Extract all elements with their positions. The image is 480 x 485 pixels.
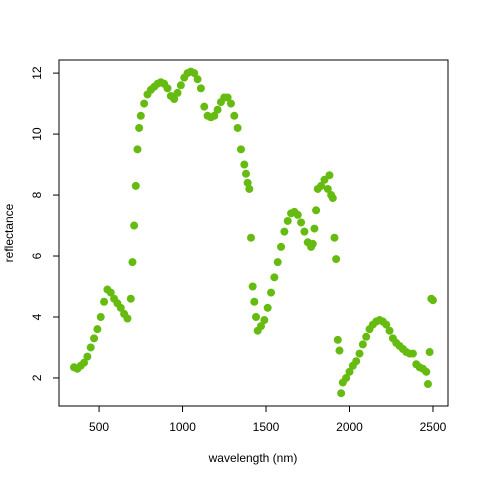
point (300, 227, 309, 236)
x-tick-label: 500 (89, 420, 109, 434)
point (352, 357, 361, 366)
point (425, 348, 434, 357)
point (100, 297, 109, 306)
point (176, 81, 185, 90)
point (196, 84, 205, 93)
y-tick-label: 2 (30, 374, 44, 381)
point (245, 184, 254, 193)
y-tick-label: 12 (30, 66, 44, 80)
point (240, 160, 249, 169)
point (140, 99, 149, 108)
point (133, 145, 142, 154)
point (312, 206, 321, 215)
point (252, 312, 261, 321)
point (267, 288, 276, 297)
point (273, 258, 282, 267)
point (123, 314, 132, 323)
point (280, 227, 289, 236)
point (308, 239, 317, 248)
point (408, 349, 417, 358)
point (170, 95, 179, 104)
point (236, 145, 245, 154)
point (325, 171, 334, 180)
point (423, 380, 432, 389)
point (80, 358, 89, 367)
x-axis-label: wavelength (nm) (208, 451, 298, 465)
point (333, 335, 342, 344)
point (243, 178, 252, 187)
point (226, 99, 235, 108)
point (213, 105, 222, 114)
point (173, 88, 182, 97)
point (250, 297, 259, 306)
point (297, 218, 306, 227)
point (317, 181, 326, 190)
point (277, 242, 286, 251)
point (106, 288, 115, 297)
point (131, 181, 140, 190)
point (260, 316, 269, 325)
point (355, 349, 364, 358)
x-tick-label: 2000 (336, 420, 363, 434)
point (136, 111, 145, 120)
point (135, 123, 144, 132)
point (126, 294, 135, 303)
point (193, 75, 202, 84)
point (323, 184, 332, 193)
point (233, 123, 242, 132)
point (246, 233, 255, 242)
point (257, 322, 266, 331)
x-tick-label: 1000 (169, 420, 196, 434)
point (96, 312, 105, 321)
point (223, 93, 232, 102)
point (200, 102, 209, 111)
point (270, 273, 279, 282)
point (328, 194, 337, 203)
point (382, 320, 391, 329)
x-tick-label: 2500 (420, 420, 447, 434)
point (130, 221, 139, 230)
point (422, 367, 431, 376)
point (332, 255, 341, 264)
point (241, 169, 250, 178)
y-axis-label: reflectance (2, 203, 16, 262)
point (293, 210, 302, 219)
y-tick-label: 10 (30, 127, 44, 141)
y-tick-label: 8 (30, 191, 44, 198)
point (90, 334, 99, 343)
point (86, 343, 95, 352)
y-tick-label: 6 (30, 252, 44, 259)
point (163, 84, 172, 93)
y-tick-label: 4 (30, 313, 44, 320)
point (116, 303, 125, 312)
point (385, 326, 394, 335)
point (342, 373, 351, 382)
point (358, 340, 367, 349)
point (93, 325, 102, 334)
plot-box (58, 59, 449, 407)
point (83, 352, 92, 361)
x-tick-label: 1500 (253, 420, 280, 434)
point (428, 296, 437, 305)
point (210, 111, 219, 120)
point (248, 282, 257, 291)
point (190, 69, 199, 78)
point (283, 216, 292, 225)
point (362, 332, 371, 341)
point (310, 224, 319, 233)
point (335, 346, 344, 355)
point (263, 303, 272, 312)
point (337, 389, 346, 398)
point (128, 258, 137, 267)
point (330, 233, 339, 242)
point (230, 111, 239, 120)
point (345, 367, 354, 376)
